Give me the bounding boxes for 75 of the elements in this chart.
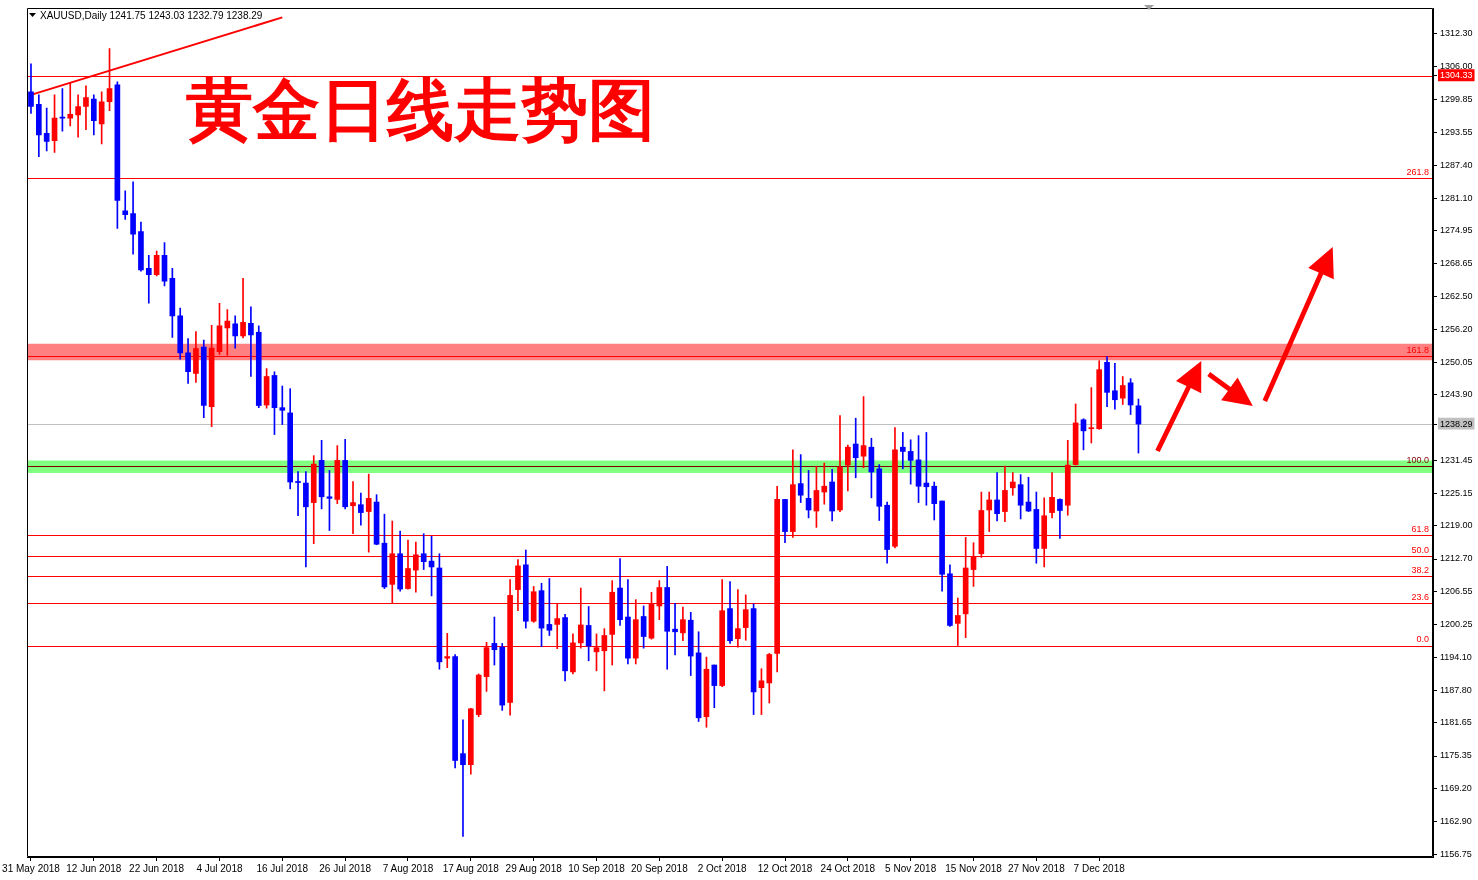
x-tick-label: 20 Sep 2018 xyxy=(630,862,689,874)
annotation: 61.8 xyxy=(1411,523,1429,534)
x-tick-label: 22 Jun 2018 xyxy=(129,862,185,874)
y-tick-label: 1187.80 xyxy=(1440,684,1472,695)
candlestick xyxy=(420,533,427,570)
y-tick-label: 1293.55 xyxy=(1440,127,1473,138)
chart-subtitle: XAUUSD,Daily 1241.75 1243.03 1232.79 1238.29 xyxy=(40,10,263,22)
x-tick-label: 4 Jul 2018 xyxy=(196,862,243,874)
candlestick xyxy=(821,462,828,505)
x-tick-label: 7 Dec 2018 xyxy=(1073,862,1126,874)
y-tick-label: 1312.30 xyxy=(1440,28,1473,39)
x-tick-label: 12 Oct 2018 xyxy=(757,862,813,874)
y-tick-label: 1274.95 xyxy=(1440,225,1473,236)
x-tick-label: 17 Aug 2018 xyxy=(442,862,500,874)
candlestick xyxy=(279,385,286,425)
y-tick-label: 1304.33 xyxy=(1440,70,1473,81)
candlestick xyxy=(1009,472,1016,496)
candlestick xyxy=(303,471,309,568)
annotation: 161.8 xyxy=(1406,344,1429,355)
y-tick-label: 1250.05 xyxy=(1440,356,1473,367)
y-tick-label: 1181.65 xyxy=(1440,717,1472,728)
y-tick-label: 1281.10 xyxy=(1440,192,1473,203)
text: 黄金日线走势图 xyxy=(186,71,655,149)
candlestick xyxy=(75,94,81,138)
candlestick xyxy=(1112,363,1118,410)
candlestick xyxy=(899,432,906,470)
candlestick xyxy=(240,278,246,339)
annotation: 38.2 xyxy=(1411,565,1429,576)
y-tick-label: 1169.20 xyxy=(1440,782,1472,793)
y-tick-label: 1231.45 xyxy=(1440,454,1473,465)
y-tick-label: 1238.29 xyxy=(1440,418,1473,429)
x-tick-label: 15 Nov 2018 xyxy=(945,862,1003,874)
candlestick xyxy=(460,719,466,837)
candlestick xyxy=(83,85,89,131)
x-tick-label: 29 Aug 2018 xyxy=(505,862,563,874)
y-tick-label: 1156.75 xyxy=(1440,848,1472,859)
y-tick-label: 1212.70 xyxy=(1440,553,1473,564)
candlestick xyxy=(145,254,152,304)
x-tick-label: 7 Aug 2018 xyxy=(382,862,434,874)
annotation: 23.6 xyxy=(1411,592,1429,603)
y-tick-label: 1219.00 xyxy=(1440,520,1473,531)
x-tick-label: 16 Jul 2018 xyxy=(256,862,309,874)
x-tick-label: 2 Oct 2018 xyxy=(697,862,748,874)
y-tick-label: 1194.10 xyxy=(1440,651,1472,662)
annotation: 50.0 xyxy=(1411,544,1429,555)
y-tick-label: 1306.00 xyxy=(1440,61,1473,72)
annotation: 261.8 xyxy=(1406,166,1429,177)
y-tick-label: 1287.40 xyxy=(1440,159,1473,170)
x-tick-label: 27 Nov 2018 xyxy=(1007,862,1066,874)
y-tick-label: 1162.90 xyxy=(1440,816,1472,827)
y-tick-label: 1243.90 xyxy=(1440,388,1473,399)
x-tick-label: 31 May 2018 xyxy=(2,862,61,874)
x-tick-label: 24 Oct 2018 xyxy=(820,862,876,874)
candlestick xyxy=(122,190,129,220)
candlestick xyxy=(672,602,678,656)
candlestick xyxy=(986,491,993,532)
y-tick-label: 1268.65 xyxy=(1440,258,1473,269)
candlestick xyxy=(43,107,50,152)
candlestick xyxy=(248,306,254,377)
candlestick xyxy=(852,417,859,479)
x-tick-label: 10 Sep 2018 xyxy=(568,862,626,874)
y-tick-label: 1225.15 xyxy=(1440,487,1473,498)
y-tick-label: 1256.20 xyxy=(1440,324,1473,335)
annotation: 100.0 xyxy=(1406,455,1429,466)
y-tick-label: 1200.25 xyxy=(1440,619,1473,630)
candlestick xyxy=(907,439,914,485)
x-tick-label: 5 Nov 2018 xyxy=(885,862,937,874)
x-tick-label: 12 Jun 2018 xyxy=(66,862,122,874)
y-tick-label: 1206.55 xyxy=(1440,585,1473,596)
candlestick xyxy=(295,471,301,517)
x-tick-label: 26 Jul 2018 xyxy=(319,862,372,874)
y-tick-label: 1299.85 xyxy=(1440,93,1473,104)
y-tick-label: 1175.35 xyxy=(1440,750,1472,761)
annotation: 0.0 xyxy=(1416,634,1429,645)
y-tick-label: 1262.50 xyxy=(1440,290,1473,301)
